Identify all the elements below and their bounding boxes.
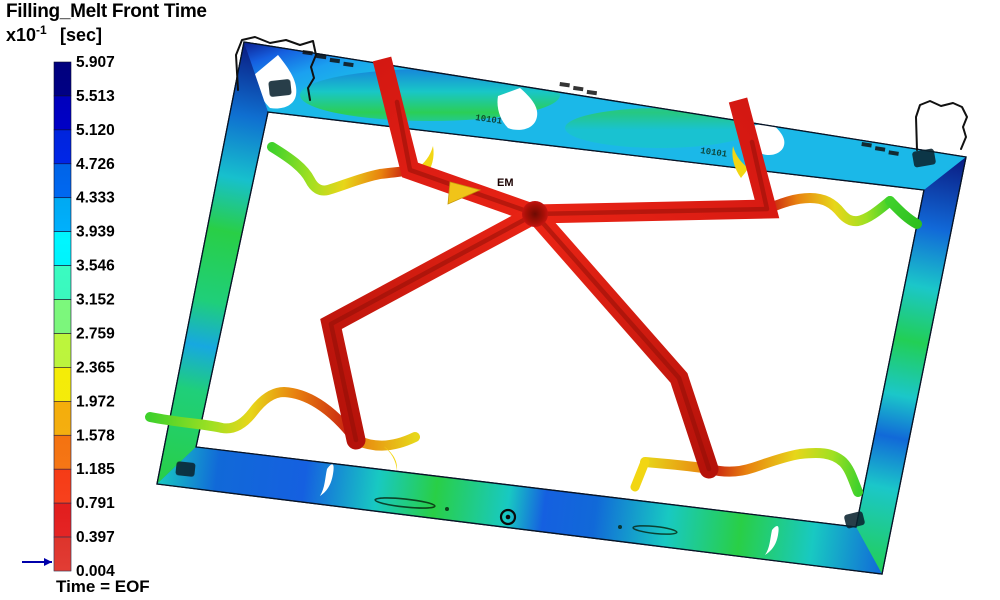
svg-text:1.972: 1.972 [76, 393, 115, 410]
svg-text:x10: x10 [6, 25, 36, 45]
svg-text:2.365: 2.365 [76, 359, 115, 376]
svg-text:0.397: 0.397 [76, 529, 115, 546]
svg-text:-1: -1 [36, 23, 47, 37]
svg-text:4.726: 4.726 [76, 156, 115, 173]
svg-text:5.513: 5.513 [76, 88, 115, 105]
svg-text:Time = EOF: Time = EOF [56, 577, 150, 596]
svg-text:5.120: 5.120 [76, 122, 115, 139]
svg-text:3.152: 3.152 [76, 292, 115, 309]
svg-text:3.939: 3.939 [76, 224, 115, 241]
svg-text:[sec]: [sec] [60, 25, 102, 45]
svg-text:5.907: 5.907 [76, 54, 115, 71]
svg-text:3.546: 3.546 [76, 258, 115, 275]
svg-text:Filling_Melt Front Time: Filling_Melt Front Time [6, 1, 207, 22]
svg-text:1.578: 1.578 [76, 427, 115, 444]
svg-text:0.791: 0.791 [76, 495, 115, 512]
svg-text:4.333: 4.333 [76, 190, 115, 207]
svg-text:1.185: 1.185 [76, 461, 115, 478]
svg-text:2.759: 2.759 [76, 326, 115, 343]
svg-text:EM: EM [497, 177, 514, 189]
